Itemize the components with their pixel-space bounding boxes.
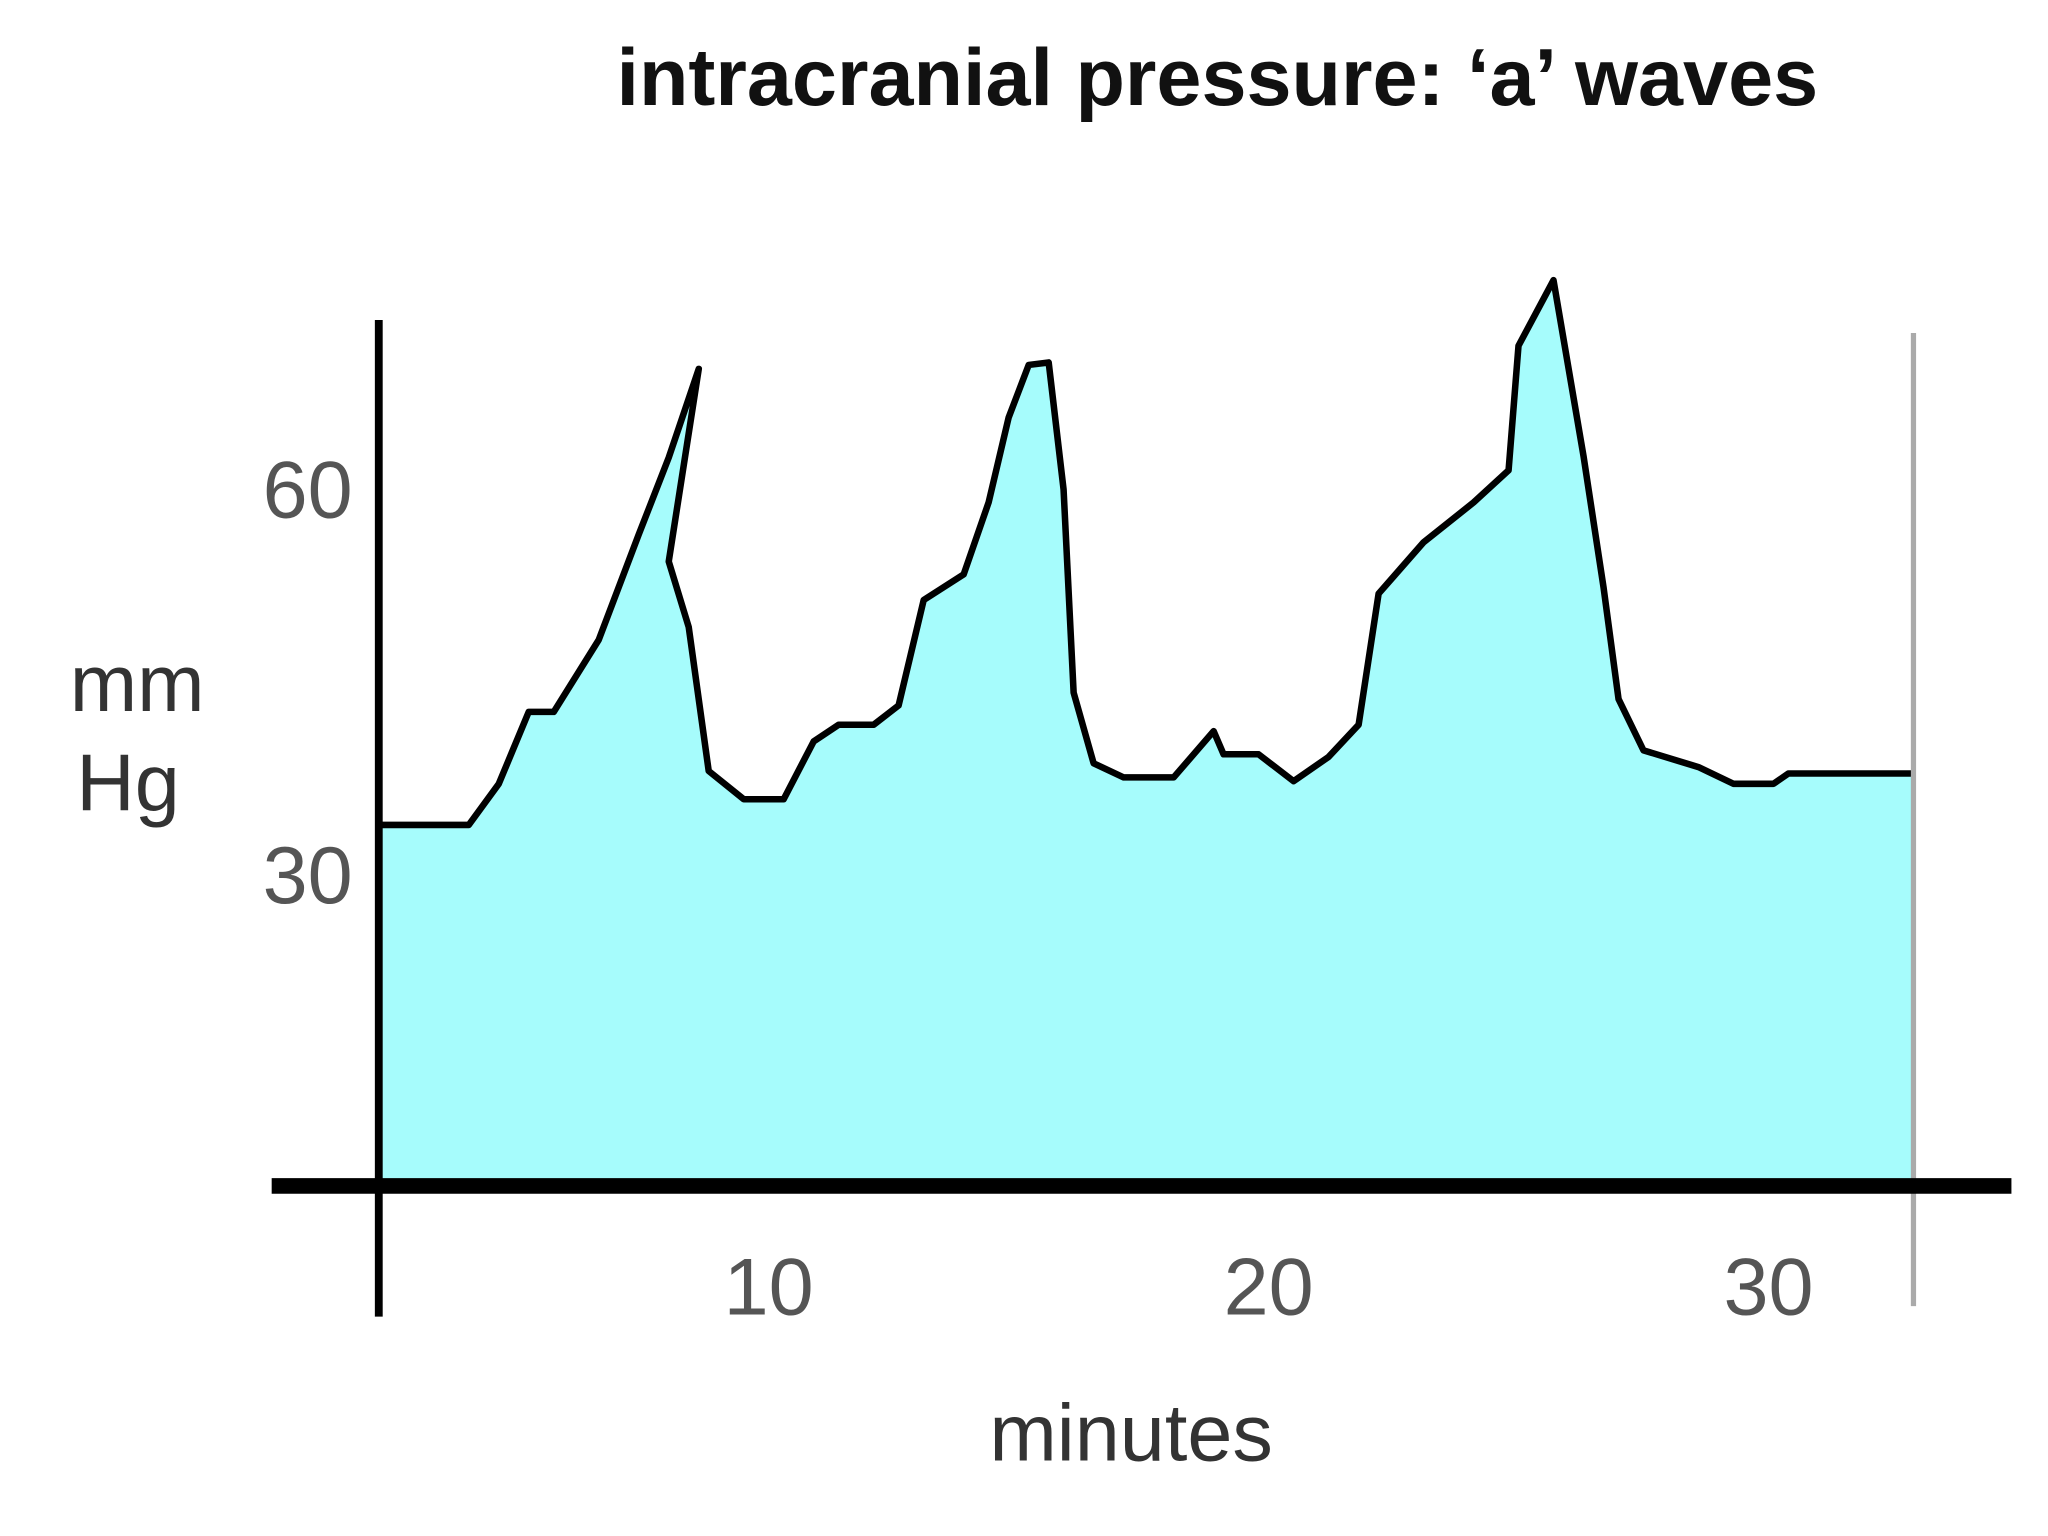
- line: [378, 276, 1914, 829]
- plot-area: 30 60 10 20 30: [263, 276, 2012, 1332]
- area-fill: [378, 280, 1914, 1186]
- y-tick-label: 60: [263, 445, 353, 535]
- y-axis-label: mm: [70, 639, 205, 729]
- x-tick-label: 10: [724, 1242, 814, 1332]
- x-axis-label: minutes: [989, 1389, 1273, 1479]
- x-tick-label: 30: [1723, 1242, 1813, 1332]
- chart-title: intracranial pressure: ‘a’ waves: [616, 33, 1818, 123]
- y-axis-label: Hg: [76, 738, 180, 828]
- x-tick-label: 20: [1224, 1242, 1314, 1332]
- y-tick-label: 30: [263, 831, 353, 921]
